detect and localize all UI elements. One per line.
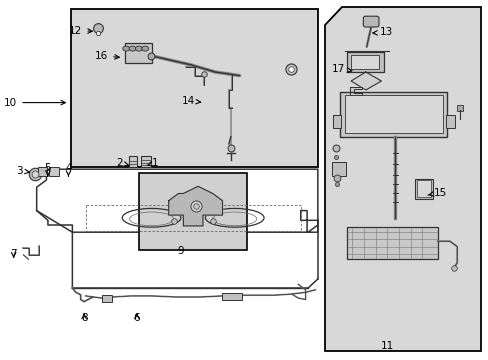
Bar — [344, 95, 442, 133]
Text: 12: 12 — [69, 26, 92, 36]
Text: 6: 6 — [133, 312, 140, 323]
Bar — [141, 156, 150, 167]
Text: 13: 13 — [372, 27, 392, 37]
Bar — [346, 227, 437, 259]
Bar — [339, 92, 447, 137]
Bar — [346, 52, 383, 72]
Text: 5: 5 — [44, 163, 51, 176]
Text: 9: 9 — [177, 246, 184, 256]
Bar — [332, 115, 341, 128]
Bar — [38, 167, 47, 176]
Bar — [128, 156, 137, 167]
Text: 10: 10 — [4, 98, 65, 108]
Bar — [414, 179, 432, 199]
Text: 16: 16 — [95, 51, 119, 61]
Text: 8: 8 — [81, 312, 87, 323]
Text: 3: 3 — [16, 166, 29, 176]
Polygon shape — [350, 72, 381, 90]
Circle shape — [129, 46, 136, 51]
Text: 15: 15 — [427, 188, 446, 198]
Text: 14: 14 — [181, 96, 200, 106]
Bar — [446, 115, 454, 128]
Polygon shape — [325, 7, 480, 351]
Circle shape — [122, 46, 129, 51]
Text: 11: 11 — [380, 341, 393, 351]
Bar — [102, 295, 112, 302]
Bar — [49, 167, 59, 176]
Circle shape — [135, 46, 142, 51]
Bar — [222, 293, 242, 300]
Bar — [71, 9, 317, 167]
Circle shape — [142, 46, 148, 51]
Text: 1: 1 — [147, 158, 158, 168]
Bar — [350, 55, 379, 69]
Bar — [139, 173, 246, 250]
Text: 17: 17 — [331, 64, 351, 74]
Bar — [416, 180, 430, 197]
Text: 7: 7 — [10, 249, 17, 259]
FancyBboxPatch shape — [363, 16, 378, 27]
Polygon shape — [349, 87, 361, 95]
Text: 2: 2 — [116, 158, 128, 168]
Text: 4: 4 — [65, 163, 72, 176]
Polygon shape — [168, 186, 222, 226]
Bar — [331, 162, 346, 176]
Bar — [124, 43, 151, 63]
